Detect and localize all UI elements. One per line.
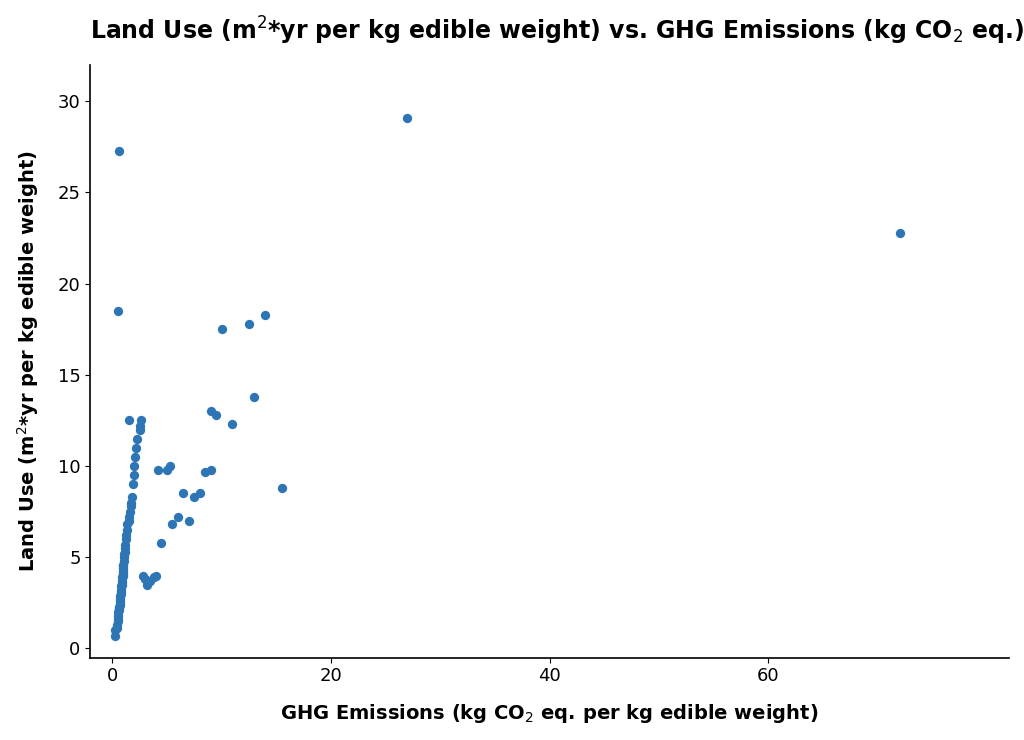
Point [164, 519, 180, 531]
Point [114, 579, 130, 591]
Point [111, 601, 127, 613]
Point [114, 575, 130, 587]
Point [113, 588, 129, 599]
Point [147, 570, 164, 582]
Point [111, 602, 127, 614]
Point [203, 406, 219, 417]
Point [118, 530, 134, 542]
Point [175, 488, 191, 500]
Point [139, 579, 156, 591]
Point [132, 414, 148, 426]
Point [112, 593, 128, 605]
Point [113, 586, 129, 598]
Point [111, 605, 127, 616]
Point [115, 560, 131, 572]
Point [111, 144, 127, 156]
Point [115, 570, 131, 582]
Point [123, 497, 139, 508]
Point [108, 630, 124, 642]
Point [129, 433, 145, 445]
Point [115, 568, 131, 579]
Point [114, 577, 130, 589]
Point [112, 599, 128, 610]
Point [119, 524, 135, 536]
Point [186, 491, 203, 503]
Point [131, 420, 147, 432]
Point [110, 615, 126, 627]
Point [197, 465, 213, 477]
Point [208, 409, 224, 421]
Point [115, 564, 131, 576]
Point [109, 619, 125, 630]
Point [154, 536, 170, 548]
Point [116, 551, 132, 563]
Point [109, 622, 125, 634]
Point [137, 574, 154, 585]
Point [110, 610, 126, 622]
Point [115, 566, 131, 578]
Point [112, 590, 128, 602]
Point [117, 539, 133, 551]
Point [142, 575, 159, 587]
Point [126, 469, 142, 481]
Point [116, 548, 132, 559]
Point [241, 318, 257, 330]
Point [892, 226, 908, 238]
Point [110, 613, 126, 625]
Point [246, 391, 262, 403]
Point [224, 418, 241, 430]
Point [399, 112, 416, 124]
Point [145, 571, 162, 583]
Point [180, 515, 197, 527]
Point [127, 451, 143, 463]
Point [191, 488, 208, 500]
Point [114, 571, 130, 583]
Point [150, 464, 166, 476]
Point [134, 570, 151, 582]
Point [131, 424, 147, 436]
Point [121, 414, 137, 426]
Point [126, 460, 142, 472]
Point [123, 500, 139, 512]
Point [273, 482, 290, 494]
Point [125, 478, 141, 490]
Point [124, 491, 140, 503]
X-axis label: GHG Emissions (kg CO$_2$ eq. per kg edible weight): GHG Emissions (kg CO$_2$ eq. per kg edib… [281, 702, 819, 725]
Y-axis label: Land Use (m$^2$*yr per kg edible weight): Land Use (m$^2$*yr per kg edible weight) [15, 150, 41, 572]
Point [122, 505, 138, 517]
Point [115, 559, 131, 571]
Point [121, 515, 137, 527]
Point [115, 562, 131, 574]
Point [117, 546, 133, 558]
Text: Land Use (m$^2$*yr per kg edible weight) vs. GHG Emissions (kg CO$_2$ eq.): Land Use (m$^2$*yr per kg edible weight)… [90, 15, 1024, 47]
Point [110, 606, 126, 618]
Point [213, 323, 229, 335]
Point [118, 533, 134, 545]
Point [170, 511, 186, 523]
Point [116, 555, 132, 567]
Point [203, 464, 219, 476]
Point [113, 581, 129, 593]
Point [128, 442, 144, 454]
Point [112, 595, 128, 607]
Point [110, 305, 126, 317]
Point [121, 511, 137, 523]
Point [113, 584, 129, 596]
Point [257, 309, 273, 320]
Point [112, 597, 128, 609]
Point [117, 542, 133, 554]
Point [162, 460, 178, 472]
Point [108, 625, 124, 636]
Point [119, 519, 135, 531]
Point [159, 464, 175, 476]
